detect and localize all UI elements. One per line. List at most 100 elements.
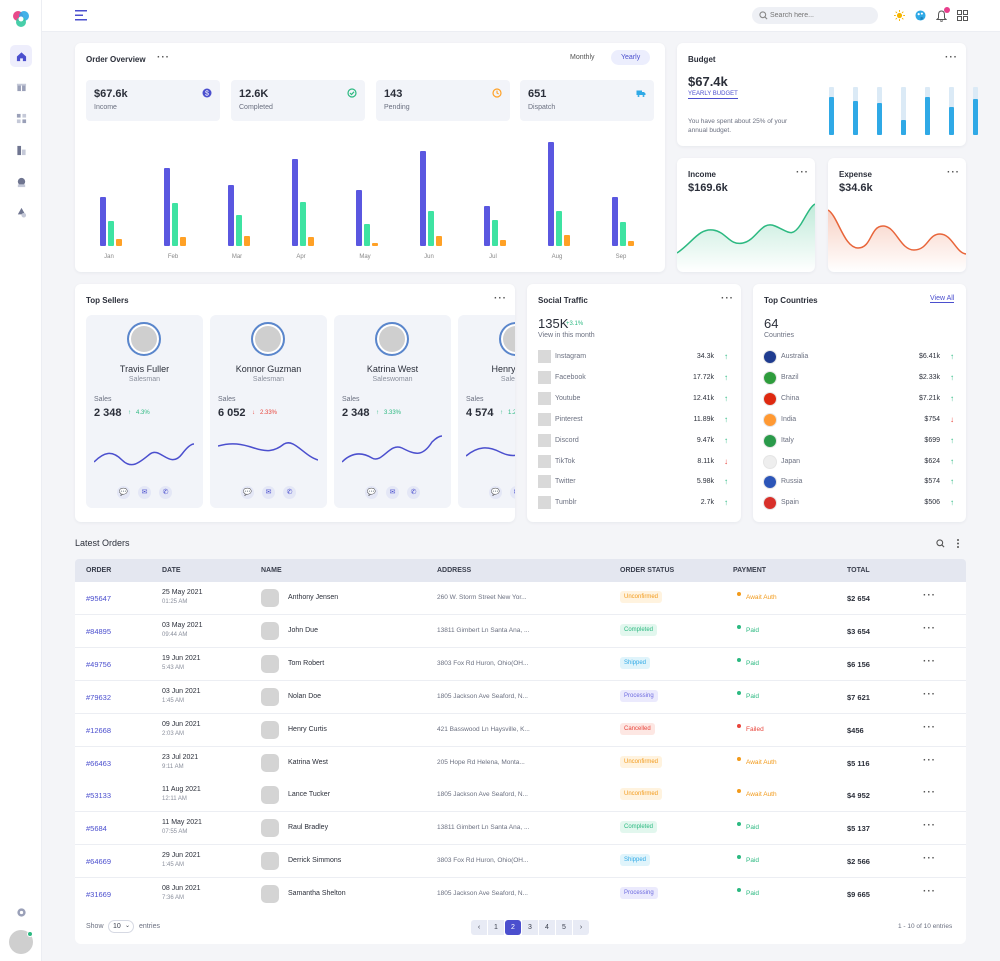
entries-select[interactable]: 10 ⌄ [108, 920, 134, 933]
table-row[interactable]: #12668 09 Jun 2021 2:03 AM Henry Curtis 421 … [75, 713, 966, 747]
column-header[interactable]: PAYMENT [733, 567, 767, 574]
view-all-link[interactable]: View All [930, 295, 955, 303]
table-row[interactable]: #31669 08 Jun 2021 7:36 AM Samantha Shelton… [75, 878, 966, 912]
layers-icon[interactable] [10, 139, 32, 161]
toggle-yearly[interactable]: Yearly [611, 50, 651, 65]
more-options-icon[interactable]: ··· [945, 52, 958, 63]
column-header[interactable]: ORDER [86, 567, 112, 574]
row-more-icon[interactable]: ··· [923, 688, 936, 700]
column-header[interactable]: ADDRESS [437, 567, 472, 574]
column-header[interactable]: TOTAL [847, 567, 870, 574]
settings-icon[interactable] [10, 901, 32, 923]
sun-icon[interactable] [894, 10, 905, 21]
phone-icon[interactable]: ✆ [283, 486, 296, 499]
table-row[interactable]: #95647 25 May 2021 01:25 AM Anthony Jensen 2… [75, 582, 966, 615]
shapes-icon[interactable] [10, 171, 32, 193]
row-more-icon[interactable]: ··· [923, 655, 936, 667]
order-id-link[interactable]: #49756 [86, 659, 112, 669]
yearly-budget-link[interactable]: YEARLY BUDGET [688, 91, 738, 99]
seller-card[interactable]: Konnor Guzman Salesman Sales 6 052 ↓ 2.33% 💬 ✉ ✆ [210, 315, 327, 508]
country-row[interactable]: Spain $506 ↑ [764, 496, 954, 510]
social-row[interactable]: Youtube 12.41k ↑ [538, 391, 728, 406]
table-row[interactable]: #5684 11 May 2021 07:55 AM Raul Bradley 1381… [75, 812, 966, 846]
social-row[interactable]: Facebook 17.72k ↑ [538, 370, 728, 385]
chat-icon[interactable]: 💬 [365, 486, 378, 499]
home-icon[interactable] [10, 45, 32, 67]
apps-icon[interactable] [10, 201, 32, 223]
page-button[interactable]: 3 [522, 920, 538, 935]
prev-page-button[interactable]: ‹ [471, 920, 487, 935]
chat-icon[interactable]: 💬 [489, 486, 502, 499]
page-button[interactable]: 4 [539, 920, 555, 935]
country-row[interactable]: India $754 ↓ [764, 413, 954, 427]
row-more-icon[interactable]: ··· [923, 820, 936, 832]
mail-icon[interactable]: ✉ [386, 486, 399, 499]
row-more-icon[interactable]: ··· [923, 590, 936, 601]
chat-icon[interactable]: 💬 [117, 486, 130, 499]
page-button[interactable]: 2 [505, 920, 521, 935]
next-page-button[interactable]: › [573, 920, 589, 935]
table-row[interactable]: #66463 23 Jul 2021 9:11 AM Katrina West 205 … [75, 746, 966, 780]
country-row[interactable]: Russia $574 ↑ [764, 475, 954, 489]
order-id-link[interactable]: #53133 [86, 791, 112, 801]
order-id-link[interactable]: #66463 [86, 758, 112, 768]
menu-toggle-icon[interactable] [75, 10, 87, 21]
order-id-link[interactable]: #31669 [86, 890, 112, 900]
country-row[interactable]: Japan $624 ↑ [764, 455, 954, 469]
country-row[interactable]: Brazil $2.33k ↑ [764, 371, 954, 385]
chat-icon[interactable]: 💬 [241, 486, 254, 499]
country-row[interactable]: Australia $6.41k ↑ [764, 350, 954, 364]
social-row[interactable]: Pinterest 11.89k ↑ [538, 412, 728, 427]
order-id-link[interactable]: #12668 [86, 725, 112, 735]
toggle-monthly[interactable]: Monthly [570, 54, 595, 61]
country-row[interactable]: Italy $699 ↑ [764, 434, 954, 448]
more-vertical-icon[interactable] [955, 538, 961, 549]
search-icon[interactable] [936, 539, 945, 548]
palette-icon[interactable] [915, 10, 926, 21]
social-row[interactable]: Tumblr 2.7k ↑ [538, 496, 728, 510]
order-id-link[interactable]: #5684 [86, 824, 107, 834]
logo[interactable] [11, 9, 31, 29]
seller-card[interactable]: Katrina West Saleswoman Sales 2 348 ↑ 3.33% 💬 ✉… [334, 315, 451, 508]
table-row[interactable]: #84895 03 May 2021 09:44 AM John Due 13811 G… [75, 614, 966, 648]
mail-icon[interactable]: ✉ [138, 486, 151, 499]
seller-card[interactable]: Travis Fuller Salesman Sales 2 348 ↑ 4.3% 💬 ✉ ✆ [86, 315, 203, 508]
more-options-icon[interactable]: ··· [157, 52, 170, 63]
column-header[interactable]: ORDER STATUS [620, 567, 675, 574]
page-button[interactable]: 5 [556, 920, 572, 935]
page-button[interactable]: 1 [488, 920, 504, 935]
order-id-link[interactable]: #79632 [86, 692, 112, 702]
row-more-icon[interactable]: ··· [923, 787, 936, 799]
table-row[interactable]: #49756 19 Jun 2021 5:43 AM Tom Robert 3803 F… [75, 647, 966, 681]
phone-icon[interactable]: ✆ [407, 486, 420, 499]
mail-icon[interactable]: ✉ [510, 486, 515, 499]
gift-icon[interactable] [10, 75, 32, 97]
more-options-icon[interactable]: ··· [947, 167, 960, 178]
phone-icon[interactable]: ✆ [159, 486, 172, 499]
search-input[interactable] [770, 10, 870, 21]
social-row[interactable]: Twitter 5.98k ↑ [538, 475, 728, 489]
table-row[interactable]: #79632 03 Jun 2021 1:45 AM Nolan Doe 1805 Ja… [75, 680, 966, 714]
row-more-icon[interactable]: ··· [923, 886, 936, 898]
table-row[interactable]: #64669 29 Jun 2021 1:45 AM Derrick Simmons 3… [75, 845, 966, 879]
row-more-icon[interactable]: ··· [923, 622, 936, 634]
table-row[interactable]: #53133 11 Aug 2021 12:11 AM Lance Tucker 180… [75, 779, 966, 813]
order-id-link[interactable]: #95647 [86, 594, 112, 603]
order-id-link[interactable]: #84895 [86, 626, 112, 636]
social-row[interactable]: TikTok 8.11k ↓ [538, 454, 728, 469]
more-options-icon[interactable]: ··· [721, 293, 734, 304]
social-row[interactable]: Instagram 34.3k ↑ [538, 350, 728, 364]
column-header[interactable]: DATE [162, 567, 181, 574]
grid-icon[interactable] [10, 107, 32, 129]
apps-grid-icon[interactable] [957, 10, 968, 21]
seller-card[interactable]: Henry CurtisSalesmanSales4 574↑1.2%💬✉✆ [458, 315, 515, 508]
bell-icon[interactable] [935, 10, 948, 22]
row-more-icon[interactable]: ··· [923, 853, 936, 865]
row-more-icon[interactable]: ··· [923, 721, 936, 733]
mail-icon[interactable]: ✉ [262, 486, 275, 499]
more-options-icon[interactable]: ··· [796, 167, 809, 178]
order-id-link[interactable]: #64669 [86, 857, 112, 867]
social-row[interactable]: Discord 9.47k ↑ [538, 433, 728, 448]
column-header[interactable]: NAME [261, 567, 282, 574]
row-more-icon[interactable]: ··· [923, 754, 936, 766]
